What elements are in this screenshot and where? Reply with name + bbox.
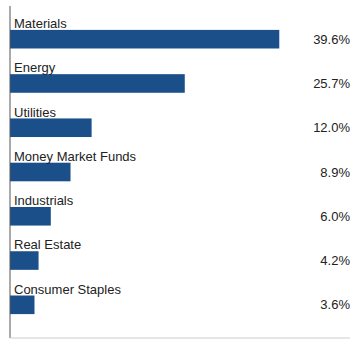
bar — [10, 296, 34, 315]
category-label: Money Market Funds — [14, 149, 137, 164]
bar — [10, 251, 39, 270]
value-label: 39.6% — [313, 32, 350, 47]
category-label: Energy — [14, 60, 56, 75]
category-label: Materials — [14, 16, 67, 31]
category-label: Industrials — [14, 193, 74, 208]
value-label: 3.6% — [320, 297, 350, 312]
chart-container: Materials 39.6% Energy 25.7% Utilities 12.0% M… — [0, 0, 360, 346]
value-label: 6.0% — [320, 209, 350, 224]
value-label: 25.7% — [313, 76, 350, 91]
value-label: 4.2% — [320, 253, 350, 268]
value-label: 12.0% — [313, 120, 350, 135]
bar — [10, 207, 51, 226]
bar — [10, 30, 279, 49]
category-label: Utilities — [14, 105, 56, 120]
bar — [10, 163, 71, 182]
bar — [10, 74, 185, 93]
value-axis-line — [10, 338, 350, 339]
category-label: Consumer Staples — [14, 282, 121, 297]
bars — [10, 30, 279, 314]
value-label: 8.9% — [320, 165, 350, 180]
bar — [10, 118, 92, 137]
chart-svg: Materials 39.6% Energy 25.7% Utilities 12.0% M… — [0, 0, 360, 346]
category-label: Real Estate — [14, 237, 81, 252]
labels: Materials 39.6% Energy 25.7% Utilities 12.0% M… — [14, 16, 350, 312]
axis-line — [10, 6, 11, 338]
